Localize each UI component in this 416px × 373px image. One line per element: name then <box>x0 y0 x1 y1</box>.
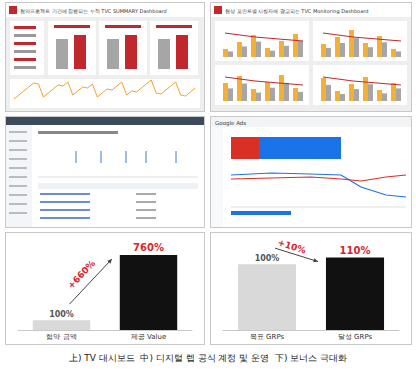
svg-text:제공 Value: 제공 Value <box>131 333 166 341</box>
svg-text:협약프로젝트 기간에 집행되는 누적 TVC SUMMARY: 협약프로젝트 기간에 집행되는 누적 TVC SUMMARY Dashboard <box>20 8 167 14</box>
svg-text:100%: 100% <box>255 254 280 263</box>
svg-text:110%: 110% <box>340 245 371 256</box>
svg-text:100%: 100% <box>49 310 74 319</box>
svg-text:+660%: +660% <box>66 258 98 291</box>
svg-text:+10%: +10% <box>276 237 307 255</box>
svg-text:협약 금액: 협약 금액 <box>46 333 76 341</box>
svg-text:달성 GRPs: 달성 GRPs <box>338 333 373 341</box>
svg-text:Google Ads: Google Ads <box>215 120 246 127</box>
svg-text:목표 GRPs: 목표 GRPs <box>250 333 285 341</box>
svg-text:협상 포인트별 시청자에 광고되는 TVC Monitori: 협상 포인트별 시청자에 광고되는 TVC Monitoring Dashboa… <box>225 8 368 15</box>
svg-text:760%: 760% <box>133 242 164 253</box>
html-text:上) TV 대시보드 中) 디지털 렙 공식 계정 및 운영: 上) TV 대시보드 中) 디지털 렙 공식 계정 및 운영 下) 보너스 극대… <box>68 353 348 363</box>
